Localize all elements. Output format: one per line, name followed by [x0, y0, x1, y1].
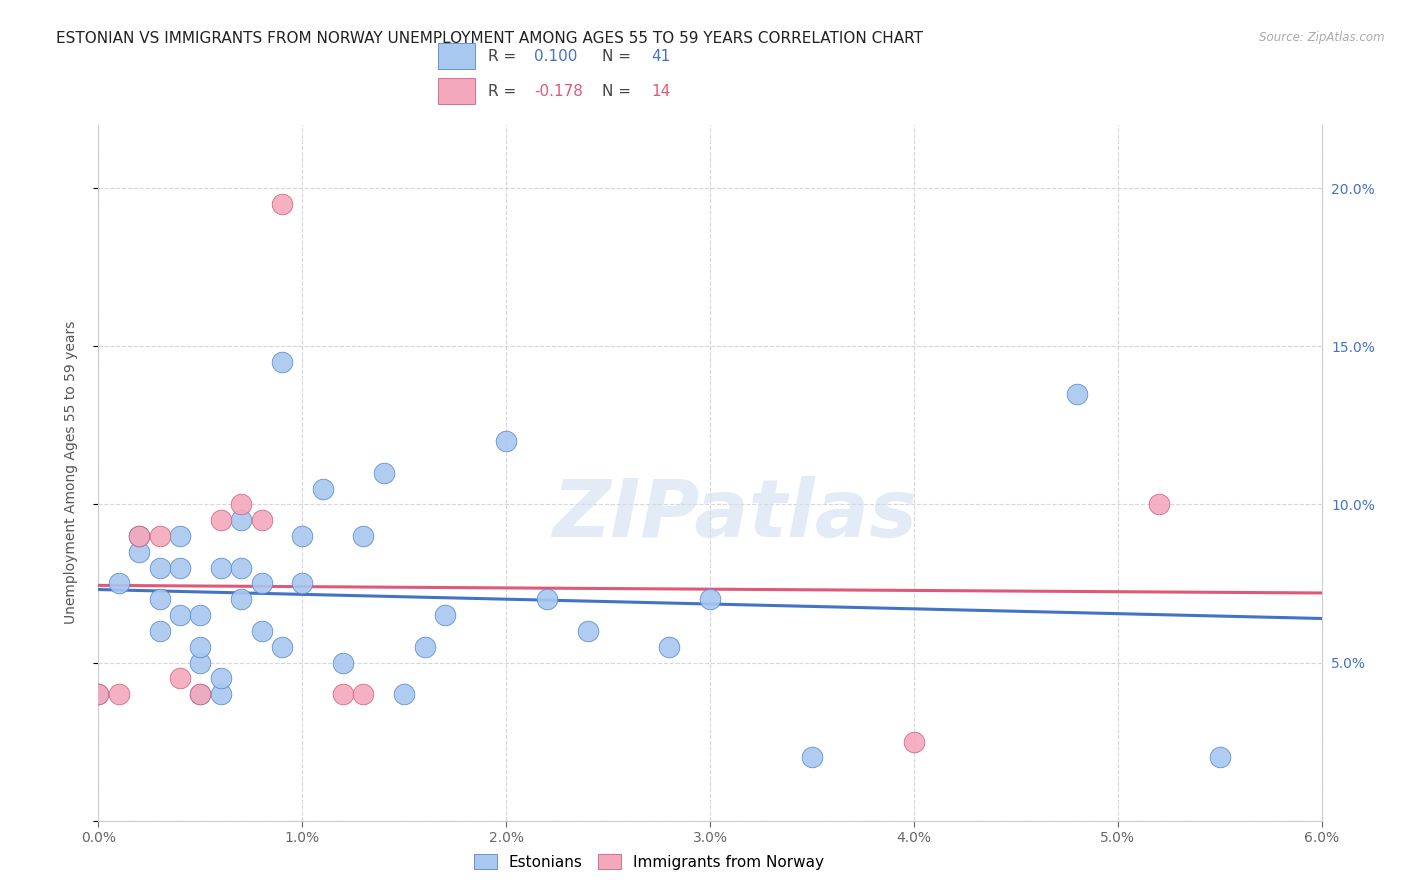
Point	[332, 656, 354, 670]
Point	[231, 497, 253, 511]
Point	[209, 560, 232, 574]
Text: ZIPatlas: ZIPatlas	[553, 475, 917, 554]
Point	[169, 560, 191, 574]
Point	[108, 576, 131, 591]
Point	[576, 624, 599, 638]
Point	[250, 624, 273, 638]
Text: 41: 41	[651, 49, 671, 63]
Point	[1066, 386, 1088, 401]
Point	[188, 608, 212, 623]
Point	[87, 687, 110, 701]
Point	[1208, 750, 1232, 764]
Point	[169, 608, 191, 623]
Point	[433, 608, 456, 623]
Text: -0.178: -0.178	[534, 84, 583, 98]
Point	[209, 687, 232, 701]
Text: R =: R =	[488, 84, 520, 98]
Point	[801, 750, 824, 764]
Bar	[439, 78, 475, 104]
Text: 14: 14	[651, 84, 671, 98]
Point	[291, 576, 314, 591]
Bar	[439, 44, 475, 69]
Point	[188, 640, 212, 654]
Point	[169, 671, 191, 685]
Point	[209, 513, 232, 527]
Point	[209, 671, 232, 685]
Point	[658, 640, 681, 654]
Point	[392, 687, 416, 701]
Point	[270, 640, 292, 654]
Point	[149, 624, 172, 638]
Point	[699, 592, 721, 607]
Point	[231, 513, 253, 527]
Point	[128, 529, 150, 543]
Point	[352, 529, 374, 543]
Text: N =: N =	[602, 84, 636, 98]
Point	[903, 734, 925, 748]
Point	[373, 466, 395, 480]
Point	[413, 640, 436, 654]
Point	[169, 529, 191, 543]
Text: N =: N =	[602, 49, 636, 63]
Point	[231, 592, 253, 607]
Point	[231, 560, 253, 574]
Point	[128, 545, 150, 559]
Legend: Estonians, Immigrants from Norway: Estonians, Immigrants from Norway	[468, 847, 830, 876]
Point	[149, 560, 172, 574]
Text: Source: ZipAtlas.com: Source: ZipAtlas.com	[1260, 31, 1385, 45]
Point	[250, 576, 273, 591]
Point	[250, 513, 273, 527]
Point	[495, 434, 517, 449]
Text: 0.100: 0.100	[534, 49, 578, 63]
Point	[128, 529, 150, 543]
Point	[270, 355, 292, 369]
Point	[188, 656, 212, 670]
Point	[87, 687, 110, 701]
Point	[108, 687, 131, 701]
Point	[536, 592, 558, 607]
Point	[1147, 497, 1170, 511]
Point	[352, 687, 374, 701]
Point	[270, 197, 292, 211]
Y-axis label: Unemployment Among Ages 55 to 59 years: Unemployment Among Ages 55 to 59 years	[63, 321, 77, 624]
Point	[188, 687, 212, 701]
Point	[149, 592, 172, 607]
Point	[311, 482, 335, 496]
Point	[188, 687, 212, 701]
Point	[291, 529, 314, 543]
Point	[149, 529, 172, 543]
Text: R =: R =	[488, 49, 520, 63]
Text: ESTONIAN VS IMMIGRANTS FROM NORWAY UNEMPLOYMENT AMONG AGES 55 TO 59 YEARS CORREL: ESTONIAN VS IMMIGRANTS FROM NORWAY UNEMP…	[56, 31, 924, 46]
Point	[332, 687, 354, 701]
